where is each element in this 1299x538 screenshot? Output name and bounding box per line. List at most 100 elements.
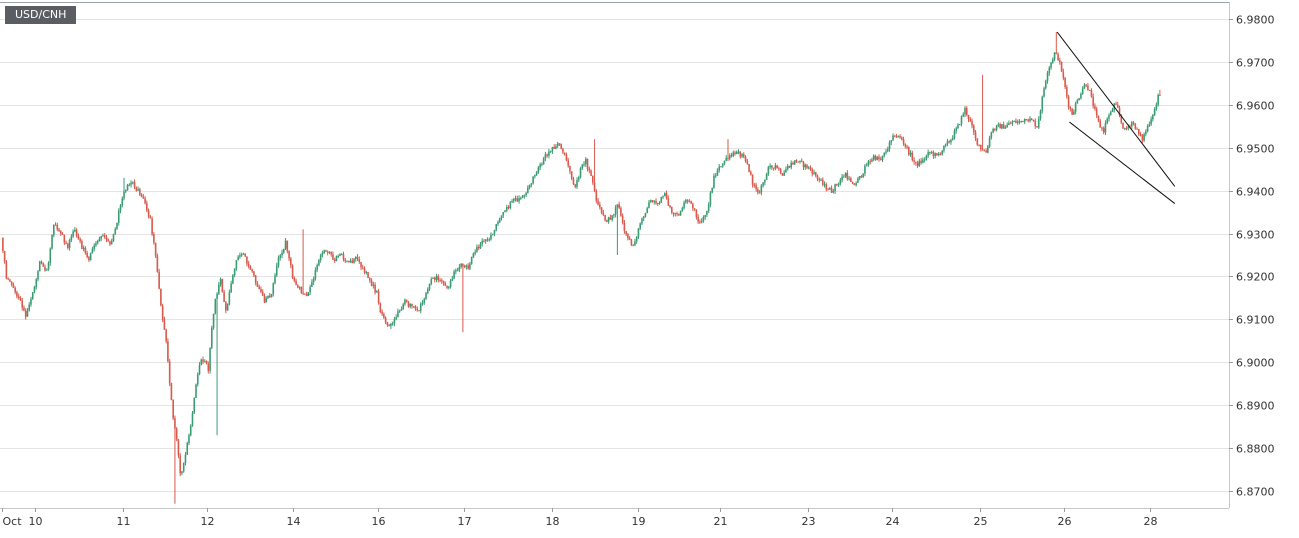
candle-body xyxy=(930,151,933,153)
candle-body xyxy=(577,177,580,181)
candle xyxy=(358,256,361,264)
candle-body xyxy=(725,157,728,161)
candle xyxy=(256,281,259,288)
candle xyxy=(458,264,461,273)
candle-body xyxy=(660,196,663,203)
candle-body xyxy=(219,279,222,285)
candle xyxy=(144,196,146,205)
candle-body xyxy=(254,275,257,284)
candle-body xyxy=(1115,103,1117,105)
candle xyxy=(541,162,543,167)
candle-body xyxy=(477,246,480,249)
candle xyxy=(1036,125,1038,128)
candle-body xyxy=(992,129,994,133)
candle-body xyxy=(1064,77,1066,88)
candle-body xyxy=(383,314,385,318)
candle-body xyxy=(651,200,654,202)
candle xyxy=(946,138,949,147)
candle xyxy=(976,138,979,147)
candle xyxy=(121,196,124,208)
candle xyxy=(844,172,847,178)
candle xyxy=(1009,121,1012,125)
candle-body xyxy=(804,164,807,168)
candle-body xyxy=(1060,61,1063,72)
candle-body xyxy=(160,288,162,306)
candle-body xyxy=(56,224,59,230)
candle-body xyxy=(800,160,803,162)
candle-body xyxy=(446,285,448,288)
candle xyxy=(1081,86,1084,95)
candle-body xyxy=(669,205,671,208)
candle-body xyxy=(971,120,973,126)
candle-body xyxy=(361,267,364,269)
candle-body xyxy=(542,158,545,165)
candle-body xyxy=(1152,115,1154,120)
candle-body xyxy=(604,215,606,221)
candle xyxy=(451,275,454,282)
candle xyxy=(995,124,998,132)
candle-body xyxy=(88,257,90,261)
candle xyxy=(40,260,43,265)
candle xyxy=(33,285,36,294)
candle xyxy=(232,274,234,285)
candle-body xyxy=(10,281,13,285)
candle-body xyxy=(435,276,438,280)
candle xyxy=(829,187,831,190)
candle-body xyxy=(112,233,115,241)
candle xyxy=(530,182,533,188)
candle-body xyxy=(672,212,675,214)
candle xyxy=(1139,131,1142,137)
candle xyxy=(242,252,245,255)
candle xyxy=(525,191,527,197)
candle-body xyxy=(620,208,622,216)
candle-body xyxy=(969,119,972,121)
candle xyxy=(353,258,355,264)
candle-body xyxy=(878,156,880,160)
candle-body xyxy=(1125,128,1128,130)
candle-body xyxy=(249,266,252,270)
candle-body xyxy=(904,143,907,147)
candle xyxy=(1078,97,1080,101)
x-tick-label: 28 xyxy=(1144,515,1158,528)
candle-body xyxy=(147,210,150,217)
candle xyxy=(505,204,508,213)
candle-body xyxy=(888,142,891,150)
candle xyxy=(693,208,696,211)
candle xyxy=(821,177,824,187)
candle xyxy=(1132,121,1135,126)
candle-body xyxy=(535,172,538,175)
candle xyxy=(628,235,631,240)
y-tick-label: 6.9700 xyxy=(1236,57,1275,70)
candle-body xyxy=(316,265,318,271)
candle-body xyxy=(1148,124,1151,126)
candle xyxy=(384,316,387,325)
candle xyxy=(404,298,406,306)
candle-body xyxy=(632,244,634,246)
candle-body xyxy=(95,243,97,246)
candle-body xyxy=(748,163,750,172)
candle-body xyxy=(678,214,680,216)
candle-body xyxy=(467,265,469,269)
candle xyxy=(814,171,817,178)
candle xyxy=(105,234,108,243)
candle-body xyxy=(1025,118,1028,121)
candle xyxy=(460,262,462,269)
candle-body xyxy=(809,167,812,170)
candle-body xyxy=(1101,127,1103,129)
candle xyxy=(432,277,434,280)
candle xyxy=(307,292,310,297)
candle xyxy=(186,441,189,455)
candle xyxy=(727,139,729,162)
candle xyxy=(81,239,83,250)
candle xyxy=(1059,57,1061,65)
candle xyxy=(1069,106,1072,112)
candle-body xyxy=(820,179,822,181)
candle xyxy=(209,347,211,374)
candle-body xyxy=(697,217,699,222)
candle-body xyxy=(398,310,401,312)
candle xyxy=(370,278,373,287)
candle xyxy=(365,270,368,275)
x-tick-label: 21 xyxy=(714,515,728,528)
candle xyxy=(918,158,921,167)
candle-body xyxy=(821,179,824,185)
